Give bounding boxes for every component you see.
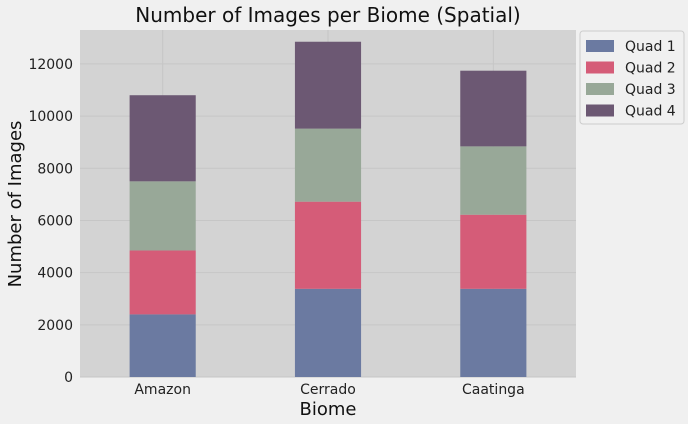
bar-segment [460,70,527,147]
y-tick-label: 6000 [37,213,73,229]
bar-segment [460,288,527,377]
legend-label: Quad 2 [625,61,676,77]
y-tick-labels: 0 2000 4000 6000 8000 10000 12000 [28,57,73,386]
legend-box [579,30,685,125]
bar-segment [294,41,362,129]
legend: Quad 1 Quad 2 Quad 3 Quad 4 [579,30,685,125]
x-tick-labels: Amazon Cerrado Caatinga [134,382,524,398]
bar-segment [294,201,362,289]
y-tick-label: 4000 [37,266,73,282]
y-axis-title: Number of Images [5,121,26,288]
bar-segment [294,128,362,202]
bar-segment [294,288,362,377]
legend-label: Quad 1 [625,39,676,55]
x-tick-label: Cerrado [300,382,356,398]
legend-swatch [586,104,614,117]
chart-title: Number of Images per Biome (Spatial) [135,3,520,27]
legend-swatch [586,40,614,52]
legend-swatch [586,83,614,95]
bars [129,41,527,377]
x-axis-title: Biome [300,399,357,420]
bar-segment [460,146,527,215]
legend-swatch [586,61,614,74]
legend-label: Quad 3 [625,82,676,98]
y-tick-label: 2000 [37,318,73,334]
y-tick-label: 12000 [28,57,73,73]
y-tick-label: 10000 [28,109,73,125]
legend-label: Quad 4 [625,104,676,120]
bar-segment [129,95,196,182]
bar-segment [460,214,527,289]
bar-segment [129,250,196,315]
bar-segment [129,314,196,377]
y-tick-label: 0 [64,370,73,386]
x-tick-label: Amazon [134,382,191,398]
x-tick-label: Caatinga [462,382,525,398]
bar-segment [129,181,196,251]
y-tick-label: 8000 [37,161,73,177]
